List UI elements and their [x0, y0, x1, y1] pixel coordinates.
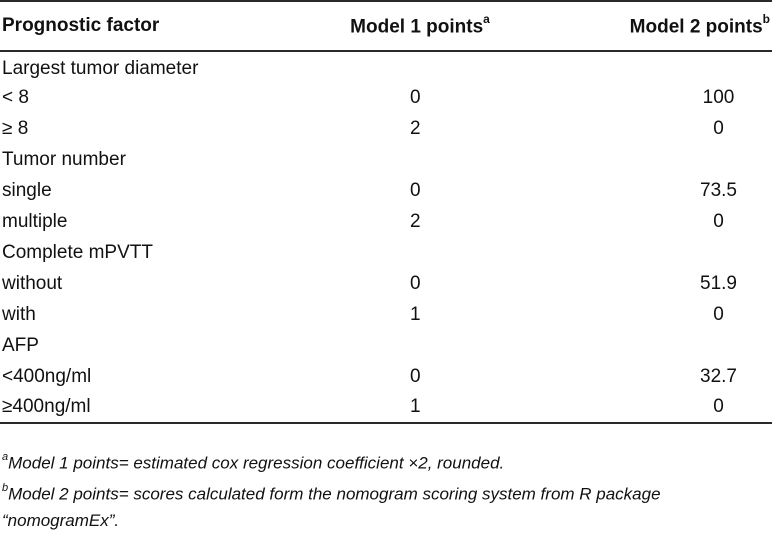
table-row: Complete mPVTT: [0, 237, 772, 268]
table-row: without 0 51.9: [0, 268, 772, 299]
header-prognostic-factor-label: Prognostic factor: [2, 15, 160, 36]
footnote-b: bModel 2 points= scores calculated form …: [0, 477, 772, 508]
model1-cell: 0: [410, 272, 421, 294]
factor-cell: ≥ 8: [2, 117, 29, 139]
table-row: with 1 0: [0, 299, 772, 330]
footnote-a-mark: a: [2, 451, 9, 463]
table-row: < 8 0 100: [0, 82, 772, 113]
factor-cell: with: [2, 303, 36, 325]
header-model2-footnote-mark: b: [762, 11, 770, 26]
model1-cell: 0: [410, 86, 421, 108]
footnote-a-text: Model 1 points= estimated cox regression…: [8, 453, 505, 473]
model1-cell: [285, 237, 555, 268]
table-header: Prognostic factor Model 1 pointsa Model …: [0, 1, 772, 51]
model1-cell: [285, 330, 555, 361]
model1-cell: 1: [410, 303, 421, 325]
model2-cell: 51.9: [700, 272, 737, 294]
model2-cell: 32.7: [700, 365, 737, 387]
table-row: multiple 2 0: [0, 206, 772, 237]
model2-cell: 0: [713, 303, 724, 325]
table-body: Largest tumor diameter < 8 0 100 ≥ 8 2 0…: [0, 51, 772, 423]
factor-cell: single: [2, 179, 52, 201]
factor-cell: multiple: [2, 210, 68, 232]
model1-cell: 1: [410, 396, 421, 417]
header-model2-points: Model 2 pointsb: [555, 1, 772, 51]
model2-cell: [555, 237, 772, 268]
header-prognostic-factor: Prognostic factor: [0, 1, 285, 51]
factor-cell: Largest tumor diameter: [2, 58, 199, 79]
table-row: single 0 73.5: [0, 175, 772, 206]
header-model2-label: Model 2 points: [629, 16, 763, 38]
model2-cell: 0: [713, 396, 724, 417]
table-row: ≥400ng/ml 1 0: [0, 392, 772, 423]
factor-cell: ≥400ng/ml: [2, 396, 91, 417]
model2-cell: 100: [702, 86, 735, 108]
header-model1-points: Model 1 pointsa: [285, 1, 555, 51]
footnote-b-text-line2: “nomogramEx”.: [2, 511, 120, 531]
header-model1-label: Model 1 points: [350, 16, 484, 38]
model1-cell: [285, 51, 555, 82]
model1-cell: 0: [410, 179, 421, 201]
header-model1-footnote-mark: a: [483, 11, 490, 26]
header-row: Prognostic factor Model 1 pointsa Model …: [0, 1, 772, 51]
model2-cell: [555, 144, 772, 175]
factor-cell: <400ng/ml: [2, 365, 92, 387]
prognostic-table-container: Prognostic factor Model 1 pointsa Model …: [0, 1, 772, 423]
table-row: ≥ 8 2 0: [0, 113, 772, 144]
factor-cell: AFP: [2, 334, 39, 356]
model1-cell: 0: [410, 365, 421, 387]
model2-cell: [555, 330, 772, 361]
model2-cell: 0: [713, 117, 724, 139]
model2-cell: 73.5: [700, 179, 737, 201]
model1-cell: 2: [410, 210, 421, 232]
footnote-b-mark: b: [2, 481, 9, 494]
model2-cell: 0: [713, 210, 724, 232]
model2-cell: [555, 51, 772, 82]
table-row: AFP: [0, 330, 772, 361]
table-row: Largest tumor diameter: [0, 51, 772, 82]
model1-cell: [285, 144, 555, 175]
table-row: Tumor number: [0, 144, 772, 175]
footnote-b-text-line1: Model 2 points= scores calculated form t…: [8, 484, 661, 504]
factor-cell: Tumor number: [2, 148, 126, 170]
prognostic-factor-table: Prognostic factor Model 1 pointsa Model …: [0, 1, 772, 423]
model1-cell: 2: [410, 117, 421, 139]
table-row: <400ng/ml 0 32.7: [0, 361, 772, 392]
footnote-a: aModel 1 points= estimated cox regressio…: [0, 446, 772, 477]
factor-cell: Complete mPVTT: [2, 241, 153, 263]
table-footnotes: aModel 1 points= estimated cox regressio…: [0, 446, 772, 534]
factor-cell: < 8: [2, 86, 29, 108]
factor-cell: without: [2, 272, 63, 294]
footnote-b-continued: “nomogramEx”.: [0, 507, 772, 534]
